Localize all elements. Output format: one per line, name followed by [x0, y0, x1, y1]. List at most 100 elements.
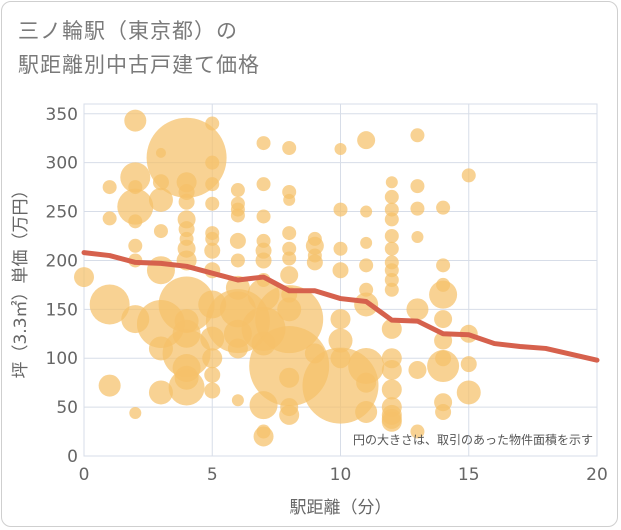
y-axis-tick-labels: 0 50 100 150 200 250 300 350 [46, 105, 78, 467]
data-bubble [117, 188, 154, 225]
data-bubble [102, 180, 117, 195]
data-bubble [356, 372, 377, 393]
y-tick-label: 200 [46, 251, 78, 271]
y-tick-label: 100 [46, 349, 78, 369]
data-bubble [332, 262, 349, 279]
data-bubble [384, 273, 399, 287]
data-bubble [128, 214, 143, 229]
data-bubble [205, 155, 220, 170]
data-bubble [256, 209, 271, 224]
data-bubble [408, 360, 427, 379]
data-bubble [148, 380, 173, 405]
data-bubble [249, 391, 278, 420]
data-bubble [231, 394, 244, 407]
data-bubble [168, 369, 205, 406]
data-bubble [384, 282, 399, 297]
y-tick-label: 300 [46, 154, 78, 174]
chart-title: 三ノ輪駅（東京都）の 駅距離別中古戸建て価格 [18, 14, 260, 82]
data-bubble [355, 401, 378, 423]
data-bubble [102, 211, 117, 226]
bubble-size-note: 円の大きさは、取引のあった物件面積を示す [353, 432, 593, 447]
data-bubble [178, 193, 195, 210]
data-bubble [406, 298, 429, 321]
data-bubble [255, 252, 272, 269]
data-bubble [279, 404, 300, 425]
data-bubble [282, 141, 297, 155]
data-bubble [460, 356, 477, 373]
data-bubble [306, 254, 323, 271]
data-bubble [436, 258, 451, 273]
data-bubble [227, 338, 248, 359]
data-bubble [384, 202, 399, 217]
data-bubble [360, 236, 373, 249]
data-bubble [384, 189, 399, 204]
data-bubble [155, 147, 166, 158]
y-tick-label: 0 [67, 447, 78, 467]
data-bubble [330, 309, 351, 330]
data-bubble [328, 328, 353, 353]
x-tick-label: 20 [586, 465, 608, 485]
data-bubble [282, 241, 297, 256]
data-bubble [205, 177, 220, 192]
data-bubble [385, 176, 398, 189]
data-bubble [283, 193, 296, 206]
data-bubble [98, 374, 121, 397]
data-bubble [282, 226, 297, 241]
x-tick-label: 5 [207, 465, 218, 485]
data-bubble [360, 205, 373, 218]
data-bubble [279, 367, 300, 388]
data-bubble [436, 200, 451, 215]
chart-title-line2: 駅距離別中古戸建て価格 [18, 53, 260, 77]
data-bubble [148, 187, 173, 212]
data-bubble [256, 136, 271, 151]
data-bubble [128, 238, 143, 253]
data-bubble [427, 350, 460, 383]
y-tick-label: 350 [46, 105, 78, 125]
data-bubble [410, 128, 425, 143]
data-bubble [334, 142, 347, 155]
x-axis-tick-labels: 0 5 10 15 20 [79, 465, 608, 485]
data-bubble [381, 359, 402, 380]
data-bubble [384, 263, 399, 278]
data-bubble [204, 366, 221, 383]
data-bubble [429, 280, 458, 309]
data-bubble [456, 380, 481, 405]
data-bubble [461, 168, 476, 183]
data-bubble [333, 241, 348, 256]
data-bubble [381, 379, 402, 400]
data-bubble [74, 267, 94, 288]
data-bubble [89, 284, 130, 325]
data-bubble [230, 183, 245, 198]
data-bubble [384, 229, 399, 243]
data-bubble [204, 382, 221, 399]
data-bubble [153, 224, 168, 239]
y-tick-label: 250 [46, 203, 78, 223]
data-bubble [146, 256, 175, 285]
data-bubble [359, 258, 374, 273]
data-bubble [230, 208, 245, 223]
data-bubble [229, 232, 246, 249]
x-tick-label: 0 [79, 465, 90, 485]
y-tick-label: 150 [46, 300, 78, 320]
data-bubble [381, 411, 402, 432]
data-bubble [410, 179, 425, 194]
data-bubble [205, 231, 220, 246]
x-axis-title: 駅距離（分） [290, 498, 392, 518]
data-bubble [384, 212, 399, 227]
data-bubble [253, 426, 274, 447]
data-bubble [435, 404, 452, 420]
average-price-line [81, 250, 600, 363]
data-bubble [204, 242, 221, 259]
data-bubble [256, 177, 271, 192]
chart-title-line1: 三ノ輪駅（東京都）の [18, 19, 238, 43]
data-bubble [152, 174, 169, 191]
data-bubble [124, 109, 147, 132]
data-bubble [202, 348, 223, 369]
data-bubble [120, 162, 151, 193]
data-bubble [411, 230, 424, 243]
data-bubble [410, 201, 425, 216]
data-bubble [410, 424, 425, 439]
data-bubble [205, 196, 220, 211]
x-tick-label: 15 [458, 465, 480, 485]
